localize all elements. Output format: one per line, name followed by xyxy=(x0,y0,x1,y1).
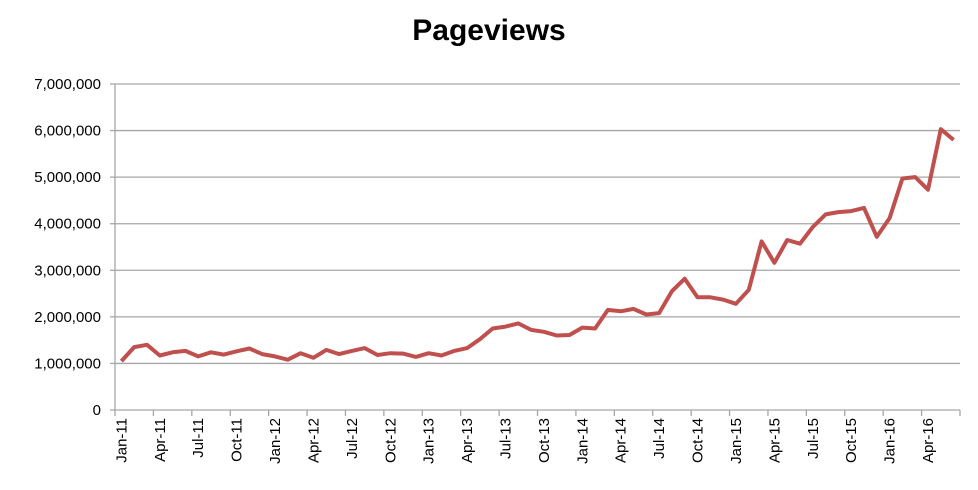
chart-title: Pageviews xyxy=(412,14,566,47)
x-tick-label: Oct-15 xyxy=(843,418,860,463)
x-tick-label: Jan-13 xyxy=(421,418,438,464)
x-tick-label: Apr-16 xyxy=(920,418,937,463)
x-tick-label: Jan-15 xyxy=(728,418,745,464)
y-tick-label: 7,000,000 xyxy=(34,76,101,93)
y-tick-label: 1,000,000 xyxy=(34,355,101,372)
x-tick-label: Oct-14 xyxy=(690,418,707,463)
series-line xyxy=(119,127,955,363)
x-tick-label: Oct-11 xyxy=(229,418,246,462)
y-tick-label: 2,000,000 xyxy=(34,309,101,326)
y-tick-label: 5,000,000 xyxy=(34,169,101,186)
x-tick-label: Jul-15 xyxy=(805,418,822,459)
x-tick-label: Apr-15 xyxy=(766,418,783,463)
x-tick-label: Apr-13 xyxy=(459,418,476,463)
y-tick-label: 3,000,000 xyxy=(34,262,101,279)
x-tick-label: Jan-12 xyxy=(267,418,284,464)
x-tick-label: Jan-14 xyxy=(574,418,591,464)
x-tick-label: Oct-13 xyxy=(536,418,553,463)
y-tick-label: 4,000,000 xyxy=(34,216,101,233)
x-tick-label: Jan-11 xyxy=(113,418,130,463)
x-tick-label: Jul-12 xyxy=(344,418,361,459)
x-tick-label: Jul-14 xyxy=(651,418,668,459)
x-tick-label: Jan-16 xyxy=(882,418,899,464)
y-tick-label: 6,000,000 xyxy=(34,123,101,140)
x-tick-label: Apr-11 xyxy=(152,418,169,462)
x-tick-label: Jul-11 xyxy=(190,418,207,458)
y-tick-label: 0 xyxy=(93,402,101,419)
x-tick-label: Apr-14 xyxy=(613,418,630,463)
x-tick-label: Oct-12 xyxy=(382,418,399,463)
x-tick-label: Jul-13 xyxy=(497,418,514,459)
x-tick-label: Apr-12 xyxy=(305,418,322,463)
